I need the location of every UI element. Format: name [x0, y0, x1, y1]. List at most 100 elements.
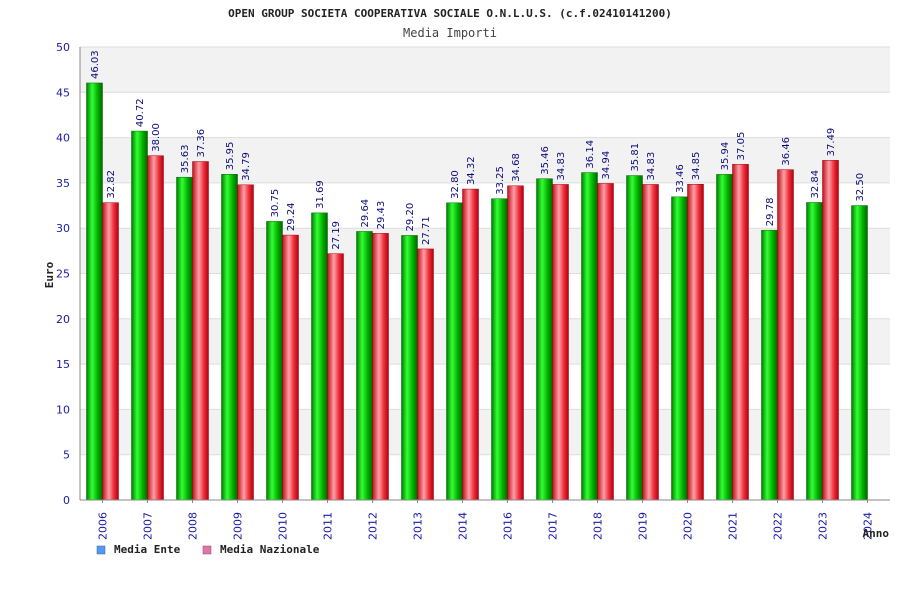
bar-nazionale-2012: [372, 233, 389, 501]
x-tick-label: 2019: [637, 512, 650, 540]
value-label: 34.94: [601, 151, 612, 180]
value-label: 46.03: [90, 50, 101, 79]
value-label: 36.14: [585, 140, 596, 169]
value-label: 34.85: [691, 152, 702, 181]
bar-nazionale-2007: [147, 155, 164, 501]
chart-subtitle: Media Importi: [403, 26, 497, 40]
grid-band: [80, 273, 890, 319]
bars: [86, 82, 868, 501]
grid-band: [80, 182, 890, 229]
bar-nazionale-2019: [642, 184, 659, 501]
value-label: 27.19: [331, 221, 342, 250]
grid-band: [80, 409, 890, 455]
chart-title: OPEN GROUP SOCIETA COOPERATIVA SOCIALE O…: [228, 7, 672, 20]
x-tick-label: 2013: [412, 512, 425, 540]
value-label: 40.72: [135, 98, 146, 127]
x-tick-label: 2017: [547, 512, 560, 540]
y-tick-label: 40: [56, 132, 70, 145]
legend-label-nazionale: Media Nazionale: [220, 543, 320, 556]
value-label: 29.64: [360, 199, 371, 228]
value-label: 34.68: [511, 153, 522, 182]
grid-band: [80, 137, 890, 183]
value-label: 32.82: [106, 170, 117, 199]
x-tick-label: 2007: [142, 512, 155, 540]
y-tick-label: 50: [56, 41, 70, 54]
bar-ente-2024: [851, 205, 868, 501]
bar-ente-2008: [176, 176, 193, 501]
bar-ente-2016: [491, 198, 508, 501]
bar-ente-2014: [446, 202, 463, 501]
value-label: 35.63: [180, 145, 191, 174]
x-tick-label: 2023: [817, 512, 830, 540]
bar-nazionale-2006: [102, 202, 119, 501]
x-tick-label: 2018: [592, 512, 605, 540]
bar-ente-2018: [581, 172, 598, 501]
bar-ente-2020: [671, 196, 688, 501]
x-tick-label: 2011: [322, 512, 335, 540]
value-label: 29.20: [405, 203, 416, 232]
value-label: 33.46: [675, 164, 686, 193]
grid-band: [80, 364, 890, 410]
value-label: 34.83: [556, 152, 567, 181]
y-tick-label: 35: [56, 177, 70, 190]
bar-nazionale-2016: [507, 185, 524, 501]
bar-nazionale-2017: [552, 184, 569, 501]
bar-nazionale-2014: [462, 188, 479, 501]
x-tick-label: 2020: [682, 512, 695, 540]
value-label: 29.43: [376, 201, 387, 230]
plot-background: [80, 47, 890, 500]
bar-ente-2007: [131, 130, 148, 501]
value-label: 35.94: [720, 142, 731, 171]
grid-band: [80, 228, 890, 274]
value-label: 36.46: [781, 137, 792, 166]
x-tick-label: 2012: [367, 512, 380, 540]
value-labels: 46.03 32.82 40.72 38.00 35.63 37.36 35.95 34.79…: [90, 50, 866, 249]
x-tick-label: 2010: [277, 512, 290, 540]
grid-band: [80, 318, 890, 365]
bar-ente-2006: [86, 82, 103, 501]
y-tick-label: 45: [56, 86, 70, 99]
x-tick-label: 2009: [232, 512, 245, 540]
legend-swatch-nazionale: [202, 545, 212, 555]
y-axis-label: Euro: [43, 261, 56, 288]
x-tick-label: 2008: [187, 512, 200, 540]
bar-nazionale-2010: [282, 234, 299, 501]
bar-nazionale-2022: [777, 169, 794, 501]
grid-band: [80, 47, 890, 93]
bar-nazionale-2021: [732, 164, 749, 501]
value-label: 32.50: [855, 173, 866, 202]
bar-ente-2011: [311, 212, 328, 501]
bar-ente-2012: [356, 231, 373, 501]
value-label: 31.69: [315, 180, 326, 209]
bar-ente-2013: [401, 235, 418, 501]
bar-nazionale-2011: [327, 253, 344, 501]
value-label: 35.95: [225, 142, 236, 171]
value-label: 32.80: [450, 170, 461, 199]
bar-ente-2017: [536, 178, 553, 501]
bar-ente-2019: [626, 175, 643, 501]
x-tick-label: 2006: [97, 512, 110, 540]
bar-ente-2009: [221, 174, 238, 501]
legend: Media Ente Media Nazionale: [96, 543, 320, 556]
y-tick-label: 0: [63, 494, 70, 507]
x-tick-label: 2024: [862, 512, 875, 540]
axes: 0 5 10 15 20 25 30 35 40 45 50 2006 2007 2008 2009 2010…: [56, 41, 890, 540]
bar-nazionale-2008: [192, 161, 209, 501]
value-label: 29.78: [765, 198, 776, 227]
value-label: 30.75: [270, 189, 281, 218]
y-tick-label: 15: [56, 358, 70, 371]
x-tick-label: 2022: [772, 512, 785, 540]
x-tick-label: 2016: [502, 512, 515, 540]
grid-band: [80, 92, 890, 138]
bar-ente-2021: [716, 174, 733, 501]
y-tick-label: 5: [63, 449, 70, 462]
value-label: 37.36: [196, 129, 207, 158]
value-label: 33.25: [495, 166, 506, 195]
value-label: 35.81: [630, 143, 641, 172]
y-tick-label: 30: [56, 222, 70, 235]
value-label: 32.84: [810, 170, 821, 199]
x-axis-label: Anno: [863, 527, 890, 540]
bar-nazionale-2023: [822, 160, 839, 501]
legend-swatch-ente: [96, 545, 106, 555]
